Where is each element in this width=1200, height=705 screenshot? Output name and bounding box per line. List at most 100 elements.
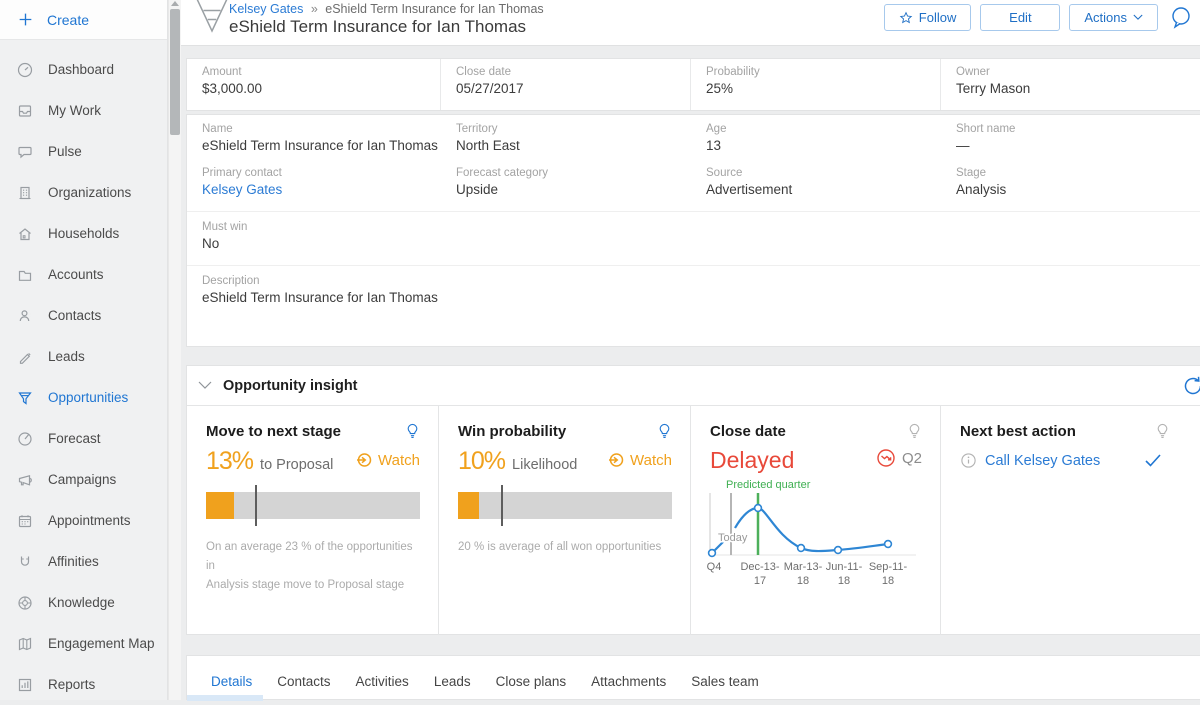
field-probability: Probability 25% [691,59,941,110]
field-label: Age [706,123,727,135]
watch-label: Watch [630,451,672,469]
tab-details[interactable]: Details [211,674,253,689]
info-icon[interactable] [960,452,977,469]
field-value: eShield Term Insurance for Ian Thomas [202,138,438,153]
sidebar-item-label: Appointments [48,513,131,528]
sidebar-item-leads[interactable]: Leads [0,336,167,377]
calendar-icon [16,512,34,530]
field-name: Name eShield Term Insurance for Ian Thom… [187,115,441,159]
lightbulb-icon[interactable] [657,423,672,440]
sidebar-item-label: Reports [48,677,96,692]
field-value: Terry Mason [956,81,1031,96]
sidebar-item-organizations[interactable]: Organizations [0,172,167,213]
sidebar-item-label: Opportunities [48,390,129,405]
sidebar: Create Dashboard My Work Pulse Organizat… [0,0,168,700]
watch-button[interactable]: Watch [607,451,672,469]
header-actions: Follow Edit Actions [883,4,1193,31]
sidebar-item-label: Households [48,226,120,241]
today-label: Today [718,532,748,544]
scrollbar-thumb[interactable] [170,9,180,135]
lightbulb-icon[interactable] [1155,423,1170,440]
tab-contacts[interactable]: Contacts [277,674,331,689]
field-label: Stage [956,167,987,179]
watch-button[interactable]: Watch [355,451,420,469]
progress-fill [458,492,480,519]
insight-section-title: Opportunity insight [223,377,358,394]
edit-label: Edit [1009,10,1032,25]
sidebar-item-campaigns[interactable]: Campaigns [0,459,167,500]
watch-icon [357,453,372,467]
x-tick-label: Dec-13- [740,561,779,573]
collapse-chevron-icon[interactable] [198,381,212,390]
field-owner: Owner Terry Mason [941,59,1200,110]
sidebar-item-label: Affinities [48,554,99,569]
field-label: Territory [456,123,498,135]
insight-move-stage-card: Move to next stage 13% to Proposal Watch [187,406,439,635]
actions-label: Actions [1084,10,1127,25]
field-label: Name [202,123,233,135]
map-icon [16,635,34,653]
sidebar-item-pulse[interactable]: Pulse [0,131,167,172]
primary-contact-link[interactable]: Kelsey Gates [202,182,283,197]
win-probability-suffix: Likelihood [512,457,578,473]
tab-sales-team[interactable]: Sales team [691,674,759,689]
home-icon [16,225,34,243]
sidebar-item-forecast[interactable]: Forecast [0,418,167,459]
actions-button[interactable]: Actions [1069,4,1158,31]
win-probability-progress [458,485,672,526]
sidebar-item-knowledge[interactable]: Knowledge [0,582,167,623]
breadcrumb-parent-link[interactable]: Kelsey Gates [229,2,304,16]
breadcrumb-separator: » [310,2,318,16]
stage-move-caption: On an average 23 % of the opportunities … [206,538,420,595]
field-value: 05/27/2017 [456,81,524,96]
record-header: Kelsey Gates » eShield Term Insurance fo… [181,0,1200,46]
sidebar-item-contacts[interactable]: Contacts [0,295,167,336]
magnet-icon [16,553,34,571]
sidebar-item-engagement-map[interactable]: Engagement Map [0,623,167,664]
sidebar-item-dashboard[interactable]: Dashboard [0,49,167,90]
speech-bubble-icon [16,143,34,161]
field-value: 25% [706,81,734,96]
chat-bubble-icon[interactable] [1169,5,1193,31]
tab-close-plans[interactable]: Close plans [495,674,567,689]
lightbulb-icon[interactable] [907,423,922,440]
sidebar-item-reports[interactable]: Reports [0,664,167,705]
vertical-scrollbar[interactable] [168,0,181,700]
tab-leads[interactable]: Leads [433,674,471,689]
edit-button[interactable]: Edit [980,4,1061,31]
field-label: Amount [202,66,242,78]
sidebar-item-label: My Work [48,103,101,118]
progress-track [458,492,672,519]
create-button[interactable]: Create [0,0,167,40]
field-must-win: Must win No [187,211,1200,259]
tab-activities[interactable]: Activities [355,674,409,689]
tab-attachments[interactable]: Attachments [591,674,667,689]
lightbulb-icon[interactable] [405,423,420,440]
call-contact-link[interactable]: Call Kelsey Gates [985,452,1101,469]
field-label: Owner [956,66,990,78]
stage-move-percent: 13% [206,447,254,475]
follow-button[interactable]: Follow [883,4,972,31]
inbox-icon [16,102,34,120]
watch-icon [609,453,624,467]
sidebar-item-opportunities[interactable]: Opportunities [0,377,167,418]
sidebar-item-my-work[interactable]: My Work [0,90,167,131]
sidebar-item-label: Campaigns [48,472,117,487]
complete-check-icon[interactable] [1144,453,1162,468]
sidebar-item-appointments[interactable]: Appointments [0,500,167,541]
field-value: North East [456,138,520,153]
stage-move-progress [206,485,420,526]
refresh-icon[interactable] [1182,375,1200,397]
sidebar-item-accounts[interactable]: Accounts [0,254,167,295]
scrollbar-up-arrow[interactable] [171,1,179,6]
building-icon [16,184,34,202]
star-icon [899,11,913,23]
sidebar-item-affinities[interactable]: Affinities [0,541,167,582]
quarter-label: Q2 [901,449,922,467]
sidebar-item-label: Pulse [48,144,82,159]
field-amount: Amount $3,000.00 [187,59,441,110]
average-marker [500,485,503,526]
sidebar-item-households[interactable]: Households [0,213,167,254]
field-value: Upside [456,182,499,197]
progress-fill [206,492,234,519]
